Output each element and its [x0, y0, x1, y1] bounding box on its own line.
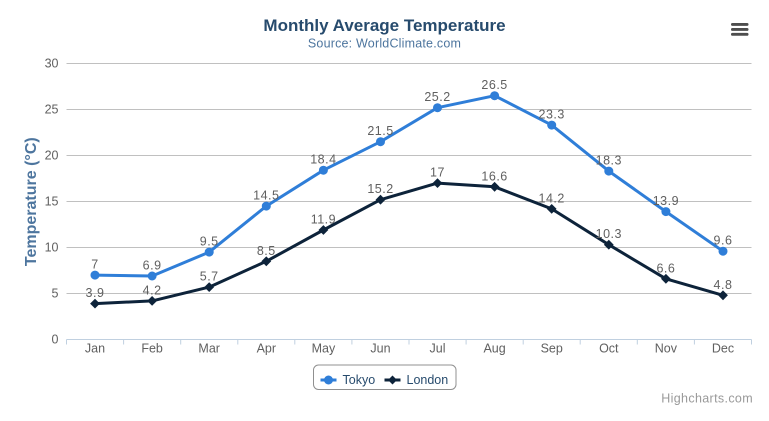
svg-text:18.4: 18.4	[310, 153, 336, 167]
svg-text:5: 5	[52, 287, 59, 301]
svg-text:15.2: 15.2	[367, 182, 393, 196]
svg-text:9.5: 9.5	[200, 235, 219, 249]
svg-text:7: 7	[91, 258, 98, 272]
svg-text:Feb: Feb	[141, 342, 163, 356]
svg-text:10: 10	[45, 241, 59, 255]
svg-text:Source: WorldClimate.com: Source: WorldClimate.com	[308, 37, 461, 51]
svg-text:Mar: Mar	[198, 342, 220, 356]
svg-text:15: 15	[45, 195, 59, 209]
svg-text:10.3: 10.3	[596, 227, 622, 241]
svg-text:Jan: Jan	[85, 342, 105, 356]
svg-text:9.6: 9.6	[714, 234, 733, 248]
svg-text:6.6: 6.6	[656, 261, 675, 275]
svg-text:3.9: 3.9	[86, 286, 105, 300]
svg-text:16.6: 16.6	[481, 169, 507, 183]
svg-text:Jul: Jul	[430, 342, 446, 356]
svg-text:Sep: Sep	[541, 342, 563, 356]
svg-text:Monthly Average Temperature: Monthly Average Temperature	[263, 16, 505, 35]
svg-text:4.2: 4.2	[143, 283, 162, 297]
svg-text:Dec: Dec	[712, 342, 734, 356]
svg-text:Jun: Jun	[370, 342, 390, 356]
svg-text:6.9: 6.9	[143, 259, 162, 273]
svg-text:21.5: 21.5	[367, 124, 393, 138]
svg-text:18.3: 18.3	[596, 154, 622, 168]
svg-text:Temperature (°C): Temperature (°C)	[23, 137, 40, 266]
svg-text:May: May	[312, 342, 336, 356]
svg-text:London: London	[407, 373, 449, 387]
svg-text:20: 20	[45, 149, 59, 163]
svg-text:14.2: 14.2	[539, 191, 565, 205]
svg-text:25: 25	[45, 103, 59, 117]
svg-text:Oct: Oct	[599, 342, 619, 356]
svg-text:Tokyo: Tokyo	[343, 373, 376, 387]
svg-text:Nov: Nov	[655, 342, 678, 356]
svg-text:17: 17	[430, 166, 445, 180]
svg-text:30: 30	[45, 57, 59, 71]
svg-text:5.7: 5.7	[200, 270, 219, 284]
svg-text:11.9: 11.9	[311, 213, 336, 227]
svg-text:Apr: Apr	[257, 342, 276, 356]
svg-text:13.9: 13.9	[653, 194, 679, 208]
svg-text:26.5: 26.5	[481, 78, 507, 92]
svg-text:14.5: 14.5	[253, 189, 279, 203]
svg-text:0: 0	[52, 333, 59, 347]
svg-text:23.3: 23.3	[539, 108, 565, 122]
svg-text:25.2: 25.2	[424, 90, 450, 104]
svg-text:Highcharts.com: Highcharts.com	[661, 392, 753, 406]
svg-text:4.8: 4.8	[714, 278, 733, 292]
svg-text:8.5: 8.5	[257, 244, 276, 258]
svg-text:Aug: Aug	[483, 342, 505, 356]
